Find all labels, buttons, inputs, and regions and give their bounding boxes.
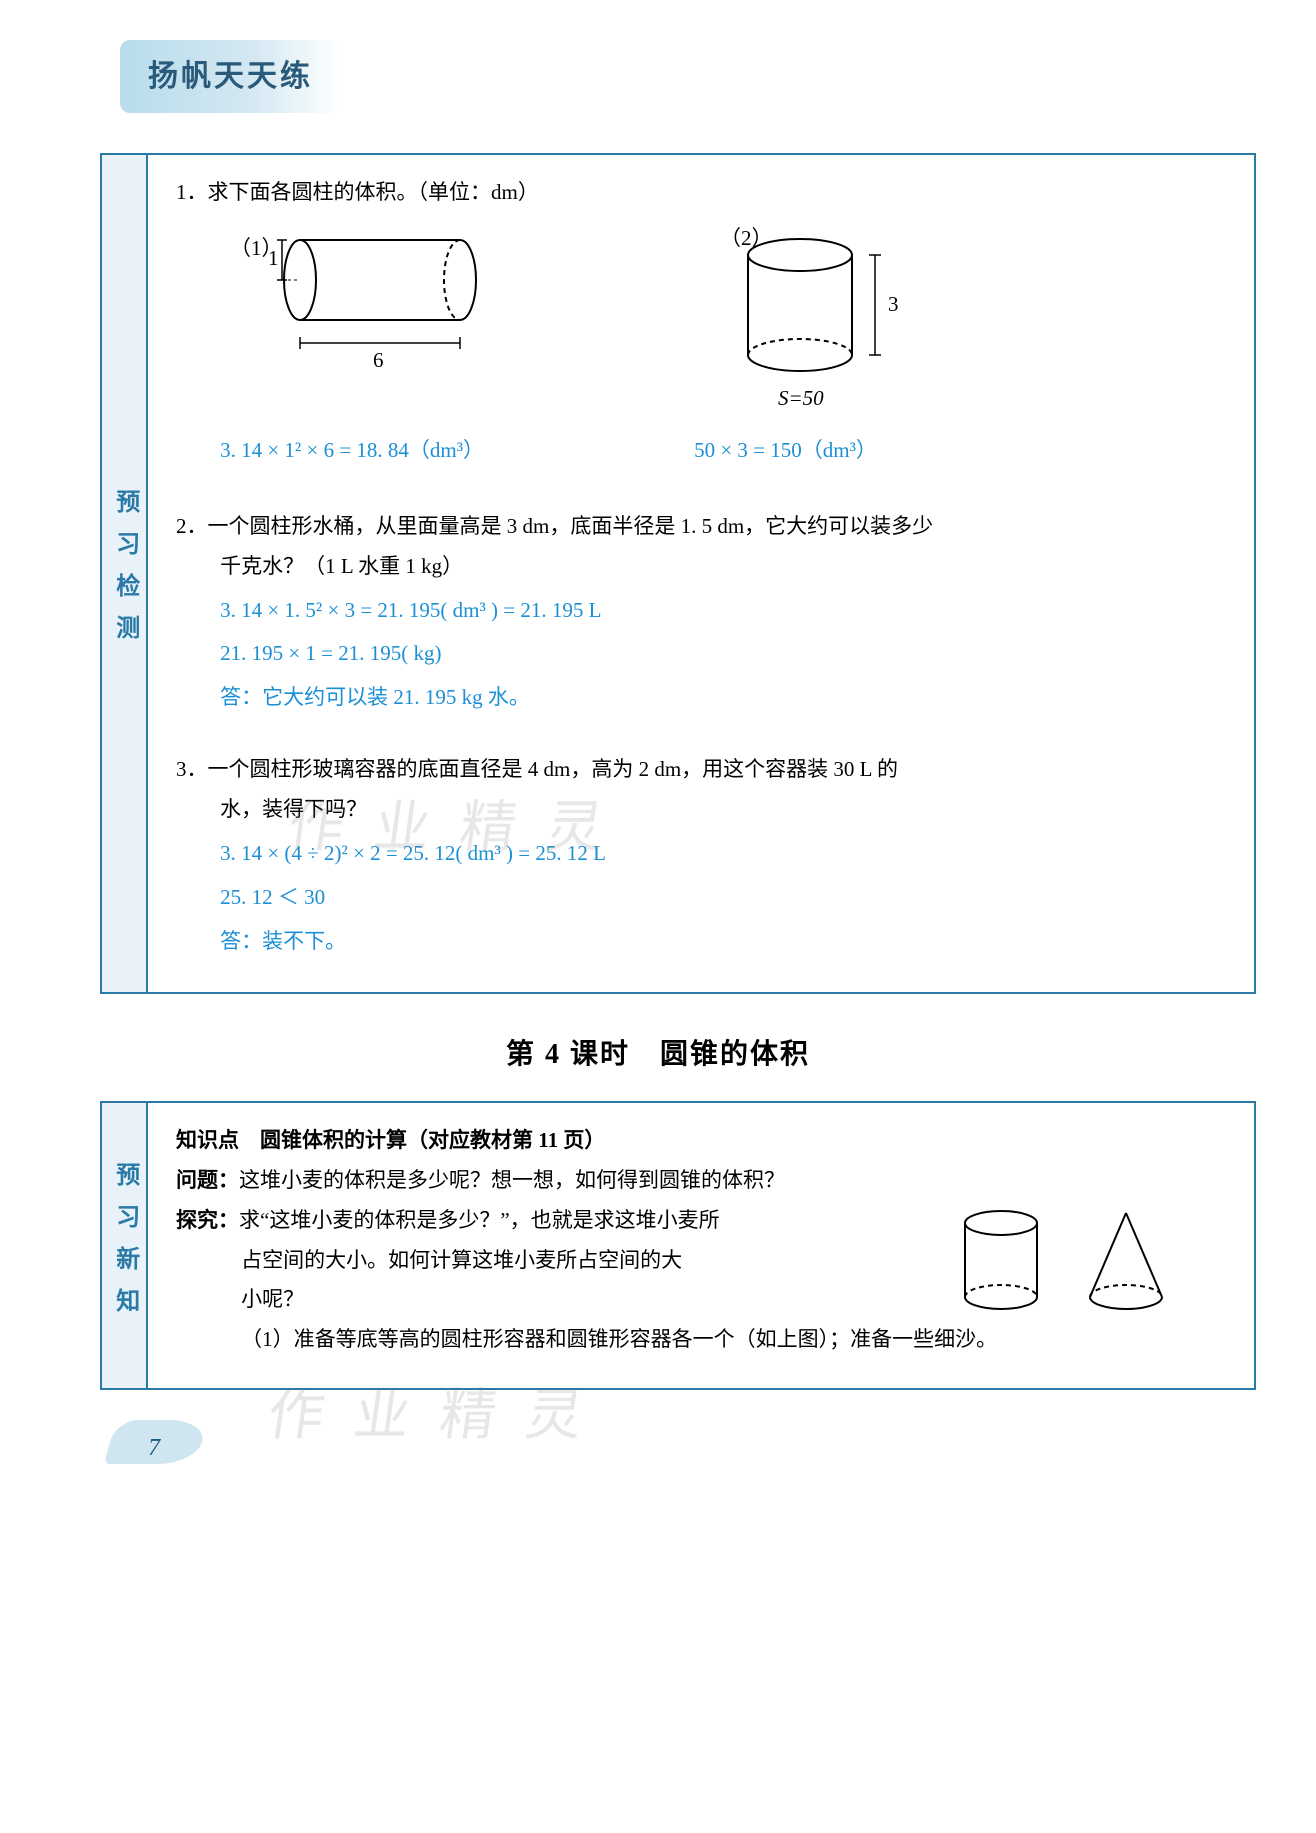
question-2: 2．一个圆柱形水桶，从里面量高是 3 dm，底面半径是 1. 5 dm，它大约可… <box>176 507 1226 718</box>
panel2-content: 知识点 圆锥体积的计算（对应教材第 11 页） 问题：这堆小麦的体积是多少呢？想… <box>148 1103 1254 1388</box>
wt-text: 这堆小麦的体积是多少呢？想一想，如何得到圆锥的体积？ <box>239 1168 785 1192</box>
panel1-content: 1．求下面各圆柱的体积。（单位：dm） （1） <box>148 155 1254 992</box>
cone-cylinder-figures <box>941 1205 1186 1315</box>
fig2-height: 3 <box>888 292 899 316</box>
tj-label: 探究： <box>176 1208 239 1232</box>
q2-stem: 2．一个圆柱形水桶，从里面量高是 3 dm，底面半径是 1. 5 dm，它大约可… <box>176 507 1226 587</box>
q1-answer-1: 3. 14 × 1² × 6 = 18. 84（dm³） <box>220 431 484 471</box>
q3-stem: 3．一个圆柱形玻璃容器的底面直径是 4 dm，高为 2 dm，用这个容器装 30… <box>176 750 1226 830</box>
question-line: 问题：这堆小麦的体积是多少呢？想一想，如何得到圆锥的体积？ <box>176 1161 1226 1201</box>
q1-answer-2: 50 × 3 = 150（dm³） <box>694 431 877 471</box>
q2-answer-1: 3. 14 × 1. 5² × 3 = 21. 195( dm³ ) = 21.… <box>220 591 1226 631</box>
page-number-badge: 7 <box>104 1420 208 1464</box>
fig2-index: （2） <box>720 226 773 250</box>
panel-preview-test: 预习检测 1．求下面各圆柱的体积。（单位：dm） （1） <box>100 153 1256 994</box>
cylinder-horizontal-figure: （1） 1 <box>230 225 530 375</box>
wt-label: 问题： <box>176 1168 239 1192</box>
cylinder-icon <box>951 1205 1051 1315</box>
page-number: 7 <box>108 1426 200 1472</box>
page-footer: 7 <box>110 1420 1316 1464</box>
q3-answer-1: 3. 14 × (4 ÷ 2)² × 2 = 25. 12( dm³ ) = 2… <box>220 834 1226 874</box>
side-label-text: 预习检测 <box>101 489 147 657</box>
section-title-lesson4: 第 4 课时 圆锥的体积 <box>0 1028 1316 1081</box>
q3-answer-2: 25. 12 ＜ 30 <box>220 878 1226 918</box>
header-band: 扬帆天天练 <box>120 40 341 113</box>
side-label-preview-new: 预习新知 <box>102 1103 148 1388</box>
q1-diagram-row: （1） 1 <box>230 225 1226 415</box>
cone-icon <box>1076 1205 1176 1315</box>
page-title: 扬帆天天练 <box>148 60 313 93</box>
q1-stem: 1．求下面各圆柱的体积。（单位：dm） <box>176 173 1226 213</box>
question-1: 1．求下面各圆柱的体积。（单位：dm） （1） <box>176 173 1226 475</box>
question-3: 3．一个圆柱形玻璃容器的底面直径是 4 dm，高为 2 dm，用这个容器装 30… <box>176 750 1226 961</box>
fig1-radius: 1 <box>268 246 279 270</box>
q3-answer-3: 答：装不下。 <box>220 922 1226 962</box>
tj-text2: （1）准备等底等高的圆柱形容器和圆锥形容器各一个（如上图）；准备一些细沙。 <box>176 1320 1226 1360</box>
cylinder-vertical-figure: （2） 3 S=50 <box>690 225 940 415</box>
fig2-base: S=50 <box>778 386 824 410</box>
panel-preview-new: 预习新知 知识点 圆锥体积的计算（对应教材第 11 页） 问题：这堆小麦的体积是… <box>100 1101 1256 1390</box>
fig1-length: 6 <box>373 348 384 372</box>
side-label-text-2: 预习新知 <box>101 1162 147 1330</box>
side-label-preview-test: 预习检测 <box>102 155 148 992</box>
q2-answer-3: 答：它大约可以装 21. 195 kg 水。 <box>220 678 1226 718</box>
knowledge-point: 知识点 圆锥体积的计算（对应教材第 11 页） <box>176 1121 1226 1161</box>
q2-answer-2: 21. 195 × 1 = 21. 195( kg) <box>220 634 1226 674</box>
